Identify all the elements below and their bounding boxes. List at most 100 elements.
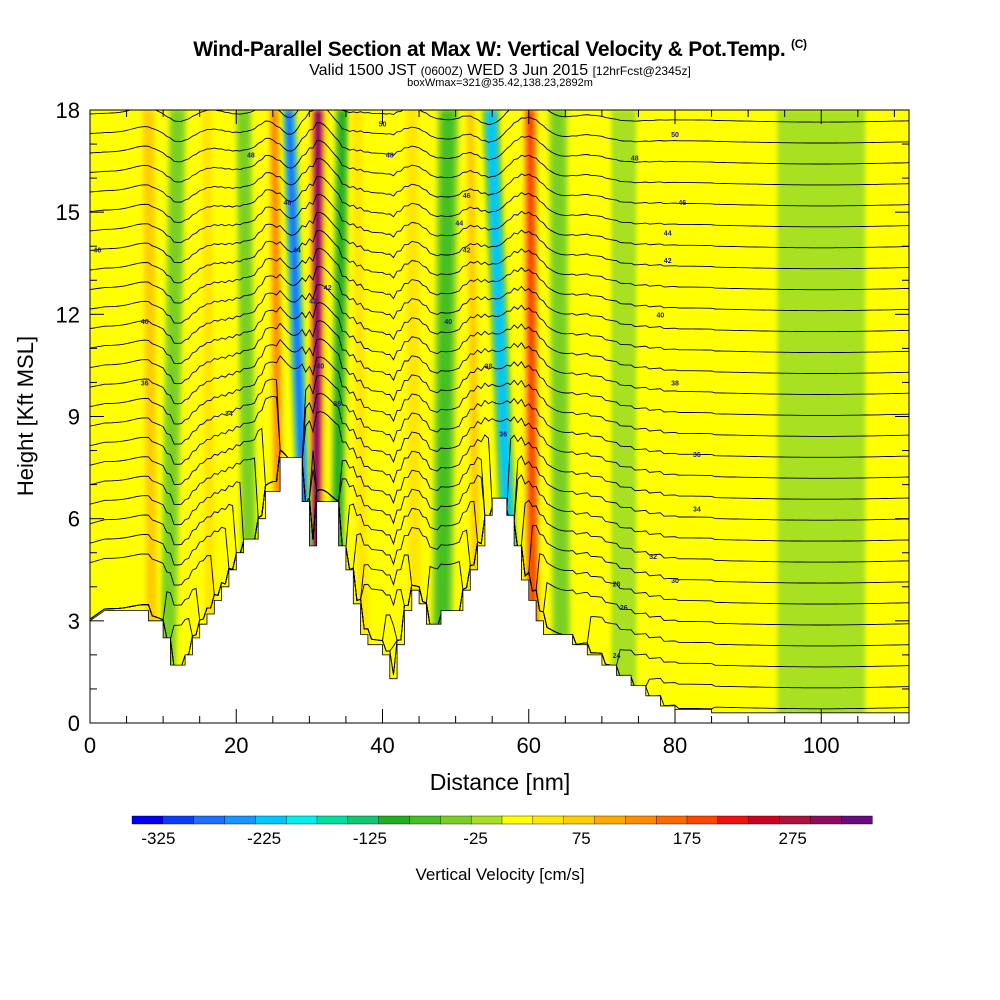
isentrope-line [90,338,909,416]
velocity-band [777,110,866,723]
colorbar-swatch [748,815,781,825]
isentrope-line [90,355,909,437]
colorbar-tick-label: -225 [247,829,281,848]
velocity-band [548,110,572,723]
x-axis-label: Distance [nm] [430,769,571,795]
colorbar-tick-label: -325 [141,829,175,848]
isentrope-line [90,302,909,374]
isentrope-label: 38 [485,363,493,370]
y-tick-label: 6 [68,507,80,532]
isentrope-label: 26 [620,605,628,612]
valid-utc: (0600Z) [420,64,463,78]
forecast-info: [12hrFcst@2345z] [592,64,691,78]
colorbar-tick-label: -125 [353,829,387,848]
isentrope-label: 40 [444,319,452,326]
isentrope-label: 46 [463,193,471,200]
y-tick-label: 3 [68,609,80,634]
isentrope-label: 44 [293,248,301,255]
isentrope-line [90,122,909,165]
velocity-level [434,110,455,723]
colorbar-swatch [532,815,565,825]
colorbar-swatch [347,815,380,825]
isentrope-label: 34 [225,411,233,418]
terrain [90,456,909,723]
x-tick-label: 0 [84,733,96,758]
colorbar-swatch [717,815,750,825]
velocity-level [551,110,569,723]
isentrope-line [90,110,909,126]
title-main: Wind-Parallel Section at Max W: Vertical… [193,38,786,61]
isentrope-line [90,374,909,465]
isentrope-line [90,229,909,291]
isentrope-label: 42 [324,285,332,292]
x-tick-label: 80 [663,733,687,758]
isentrope-line [90,176,909,228]
colorbar-swatch [501,815,534,825]
colorbar-swatch [625,815,657,825]
isentrope-line [90,110,909,144]
valid-date: WED 3 Jun 2015 [467,62,589,79]
isentrope-label: 24 [613,653,621,660]
chart-title: Wind-Parallel Section at Max W: Vertical… [0,37,1000,62]
isentrope-label: 50 [671,132,679,139]
colorbar-swatch [224,815,256,825]
velocity-level [576,110,602,723]
velocity-band [576,110,602,723]
isentrope-label: 42 [309,299,317,306]
chart-subtitle: Valid 1500 JST (0600Z) WED 3 Jun 2015 [1… [0,62,1000,80]
isentrope-label: 38 [333,401,341,408]
isentrope-label: 48 [247,152,255,159]
x-tick-label: 60 [517,733,541,758]
colorbar-tick-label: -25 [463,829,488,848]
colorbar-swatch [440,815,472,825]
velocity-level [777,110,866,723]
isentrope-line [90,158,909,207]
isentrope-label: 32 [649,554,657,561]
isentrope-label: 40 [141,319,149,326]
box-info: boxWmax=321@35.42,138.23,2892m [407,77,593,89]
isentrope-label: 46 [93,248,101,255]
isentrope-line [90,247,909,312]
isentrope-label: 36 [693,452,701,459]
isentrope-line [90,211,909,270]
colorbar-tick-label: 75 [572,829,591,848]
isentrope-label: 36 [499,432,507,439]
isentrope-label: 38 [671,380,679,387]
isentrope-labels: 46 40 36 48 34 46 44 42 42 40 38 50 48 46 44 42 40 38 36 50… [93,122,700,660]
colorbar-swatch [655,815,688,825]
isentrope-contours [90,110,909,710]
isentrope-line [90,194,909,249]
isentrope-label: 46 [284,200,292,207]
velocity-level [143,110,157,723]
copyright-mark: (C) [791,37,807,51]
isentrope-label: 48 [631,156,639,163]
colorbar-swatch [285,815,318,825]
y-tick-label: 15 [56,200,80,225]
isentrope-line [90,392,909,479]
isentrope-label: 36 [141,380,149,387]
isentrope-line [90,320,909,395]
colorbar-swatch [255,815,287,825]
isentrope-label: 28 [613,581,621,588]
x-tick-label: 100 [803,733,840,758]
isentrope-label: 46 [678,200,686,207]
valid-time: Valid 1500 JST [309,62,417,79]
isentrope-label: 44 [455,220,463,227]
colorbar-swatch [162,815,195,825]
terrain-fill [90,456,909,723]
isentrope-label: 42 [463,248,471,255]
colorbar-swatch [131,815,164,825]
isentrope-label: 40 [316,363,324,370]
y-tick-label: 18 [56,98,80,123]
colorbar-tick-label: 275 [779,829,807,848]
colorbar-label: Vertical Velocity [cm/s] [415,865,584,884]
isentrope-label: 40 [657,312,665,319]
colorbar-swatch [316,815,349,825]
colorbar-swatch [779,815,811,825]
y-tick-label: 0 [68,711,80,736]
y-axis-label: Height [Kft MSL] [13,336,38,496]
velocity-band [430,110,460,723]
colorbar-swatch [686,815,719,825]
